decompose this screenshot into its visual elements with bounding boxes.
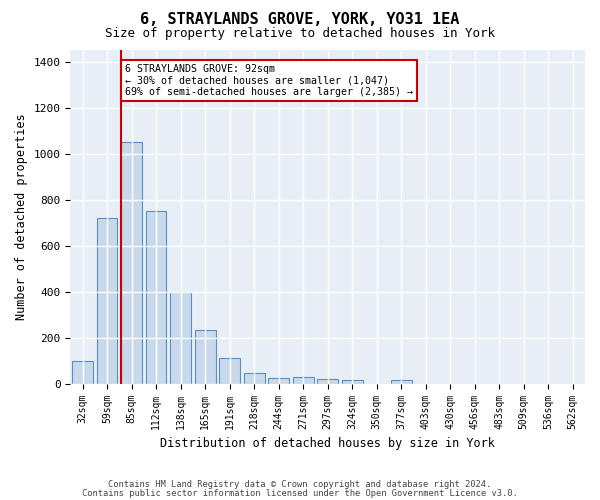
Bar [293, 378, 314, 384]
Text: 6, STRAYLANDS GROVE, YORK, YO31 1EA: 6, STRAYLANDS GROVE, YORK, YO31 1EA [140, 12, 460, 28]
Bar [97, 218, 118, 384]
Bar [268, 378, 289, 384]
Text: 6 STRAYLANDS GROVE: 92sqm
← 30% of detached houses are smaller (1,047)
69% of se: 6 STRAYLANDS GROVE: 92sqm ← 30% of detac… [125, 64, 413, 97]
Bar [342, 380, 362, 384]
Text: Contains HM Land Registry data © Crown copyright and database right 2024.: Contains HM Land Registry data © Crown c… [109, 480, 491, 489]
Bar [391, 380, 412, 384]
Bar [121, 142, 142, 384]
Bar [244, 374, 265, 384]
X-axis label: Distribution of detached houses by size in York: Distribution of detached houses by size … [160, 437, 495, 450]
Bar [170, 292, 191, 384]
Bar [219, 358, 240, 384]
Bar [194, 330, 215, 384]
Text: Size of property relative to detached houses in York: Size of property relative to detached ho… [105, 28, 495, 40]
Bar [317, 378, 338, 384]
Text: Contains public sector information licensed under the Open Government Licence v3: Contains public sector information licen… [82, 490, 518, 498]
Bar [146, 211, 166, 384]
Bar [72, 360, 93, 384]
Y-axis label: Number of detached properties: Number of detached properties [15, 114, 28, 320]
